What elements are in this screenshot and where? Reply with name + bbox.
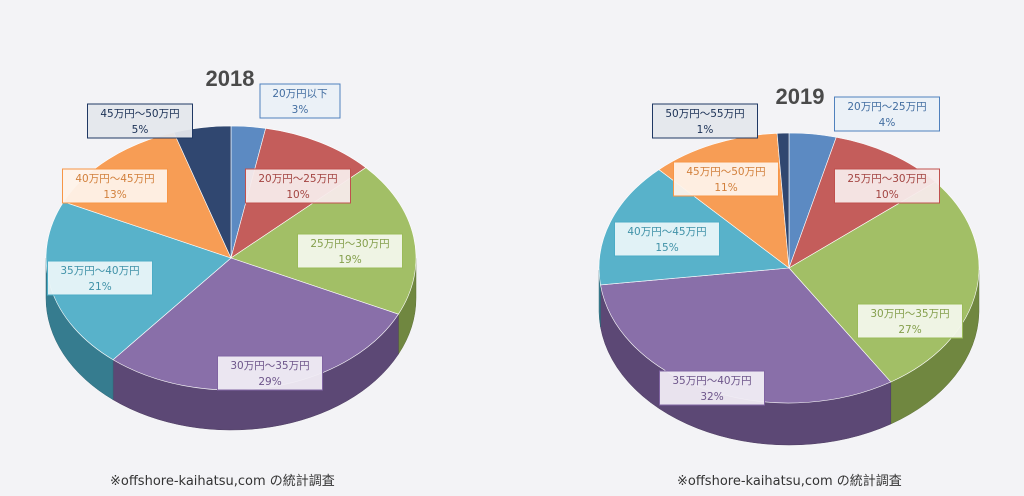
data-label: 35万円～40万円 32% [659, 370, 765, 406]
slice-label: 40万円～45万円 [627, 226, 706, 238]
data-label: 20万円以下 3% [259, 83, 341, 119]
slice-value-label: 11% [714, 182, 737, 194]
data-label: 35万円～40万円 21% [47, 260, 153, 296]
data-label-box [217, 355, 323, 391]
data-label: 40万円～45万円 15% [614, 221, 720, 257]
data-label-box [673, 161, 779, 197]
slice-label: 25万円～30万円 [310, 238, 389, 250]
slice-value-label: 13% [103, 189, 126, 201]
data-label-box [87, 103, 193, 139]
data-label-box [652, 103, 758, 139]
source-note: ※offshore-kaihatsu,com の統計調査 [110, 474, 335, 489]
chart-title: 2019 [776, 84, 825, 109]
slice-label: 45万円～50万円 [100, 108, 179, 120]
slice-value-label: 15% [655, 242, 678, 254]
slice-label: 50万円～55万円 [665, 108, 744, 120]
slice-label: 25万円～30万円 [847, 173, 926, 185]
slice-value-label: 29% [258, 376, 281, 388]
data-label: 50万円～55万円 1% [652, 103, 758, 139]
slice-value-label: 10% [875, 189, 898, 201]
data-label: 30万円～35万円 27% [857, 303, 963, 339]
pie-chart-2019: 2019 20万円～25万円 4% 25万円～30万円 10% 30万円～35万円 27% 3… [512, 0, 1024, 496]
pie-chart-2019-svg: 2019 20万円～25万円4%25万円～30万円10%30万円～35万円27%3… [598, 84, 980, 446]
data-label: 40万円～45万円 13% [62, 168, 168, 204]
slice-value-label: 32% [700, 391, 723, 403]
slice-value-label: 10% [286, 189, 309, 201]
data-label-box [259, 83, 341, 119]
data-label: 20万円～25万円 4% [834, 96, 940, 132]
slice-label: 35万円～40万円 [672, 375, 751, 387]
data-label-box [245, 168, 351, 204]
data-label-box [47, 260, 153, 296]
slice-value-label: 5% [132, 124, 149, 136]
data-label-box [834, 96, 940, 132]
data-label-box [297, 233, 403, 269]
slice-value-label: 3% [292, 104, 309, 116]
slice-value-label: 27% [898, 324, 921, 336]
data-label-box [834, 168, 940, 204]
data-label-box [614, 221, 720, 257]
pie-slice [776, 132, 790, 269]
data-label: 45万円～50万円 11% [673, 161, 779, 197]
data-label: 45万円～50万円 5% [87, 103, 193, 139]
data-label-box [857, 303, 963, 339]
slice-value-label: 21% [88, 281, 111, 293]
data-label: 20万円～25万円 10% [245, 168, 351, 204]
slice-label: 20万円～25万円 [847, 101, 926, 113]
slice-label: 40万円～45万円 [75, 173, 154, 185]
slice-label: 45万円～50万円 [686, 166, 765, 178]
chart-title: 2018 [206, 66, 255, 91]
slice-label: 20万円以下 [272, 88, 327, 100]
data-label: 30万円～35万円 29% [217, 355, 323, 391]
slice-label: 20万円～25万円 [258, 173, 337, 185]
slice-value-label: 4% [879, 117, 896, 129]
slice-value-label: 19% [338, 254, 361, 266]
data-label-box [62, 168, 168, 204]
slice-label: 35万円～40万円 [60, 265, 139, 277]
data-label-box [659, 370, 765, 406]
slice-value-label: 1% [697, 124, 714, 136]
source-note: ※offshore-kaihatsu,com の統計調査 [677, 474, 902, 489]
slice-label: 30万円～35万円 [230, 360, 309, 372]
pie-chart-2018-svg: 2018 20万円以下 3% 20万円～25万円 10% 25万円～30万円 19% 30万円… [45, 66, 417, 431]
data-label: 25万円～30万円 19% [297, 233, 403, 269]
slice-label: 30万円～35万円 [870, 308, 949, 320]
pie-chart-2018: 2018 20万円以下 3% 20万円～25万円 10% 25万円～30万円 19% 30万円… [45, 66, 417, 489]
data-label: 25万円～30万円 10% [834, 168, 940, 204]
